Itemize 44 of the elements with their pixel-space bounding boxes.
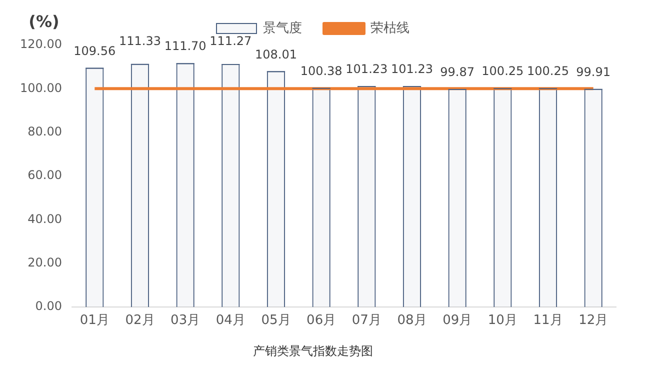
bar xyxy=(176,63,194,307)
x-tick-label: 02月 xyxy=(125,313,155,328)
bar xyxy=(538,88,558,307)
x-tick-label: 12月 xyxy=(578,313,608,328)
x-tick-label: 11月 xyxy=(533,313,563,328)
x-tick-label: 06月 xyxy=(306,313,336,328)
y-axis-title: (%) xyxy=(28,12,60,32)
x-tick-label: 09月 xyxy=(442,313,472,328)
y-tick-label: 40.00 xyxy=(28,212,62,226)
bar xyxy=(448,88,466,307)
x-tick-label: 01月 xyxy=(80,313,110,328)
text: 产销类景气指数走势图 xyxy=(253,344,373,358)
x-tick-label: 05月 xyxy=(261,313,291,328)
x-tick-label: 10月 xyxy=(488,313,518,328)
data-label: 109.56 xyxy=(74,44,116,58)
x-tick-label: 04月 xyxy=(216,313,246,328)
data-label: 111.27 xyxy=(210,34,252,48)
data-label: 108.01 xyxy=(254,47,297,62)
legend-label: 景气度 xyxy=(263,20,302,36)
y-tick-label: 120.00 xyxy=(20,37,62,52)
bar xyxy=(222,64,240,307)
y-tick-label: 0.00 xyxy=(35,299,62,314)
data-label: 99.91 xyxy=(576,64,611,79)
bar xyxy=(266,71,286,307)
x-tick-label: 03月 xyxy=(170,313,200,328)
x-tick-label: 07月 xyxy=(352,313,382,328)
data-label: 100.25 xyxy=(482,64,524,78)
bar xyxy=(494,88,512,307)
y-tick-label: 80.00 xyxy=(28,124,62,138)
data-label: 99.87 xyxy=(440,65,475,80)
bar xyxy=(584,88,602,307)
y-tick-label: 100.00 xyxy=(20,80,62,95)
data-label: 111.33 xyxy=(118,34,161,48)
legend-label: 荣枯线 xyxy=(370,20,410,36)
bar xyxy=(86,68,104,307)
y-tick-label: 20.00 xyxy=(28,255,62,270)
data-label: 100.25 xyxy=(527,64,569,78)
data-label: 101.23 xyxy=(346,62,388,76)
data-label: 100.38 xyxy=(300,64,342,78)
data-label: 101.23 xyxy=(390,62,433,76)
y-tick-label: 60.00 xyxy=(28,168,62,182)
data-label: 111.70 xyxy=(164,39,206,54)
bar xyxy=(130,64,150,307)
x-tick-label: 08月 xyxy=(397,313,427,328)
